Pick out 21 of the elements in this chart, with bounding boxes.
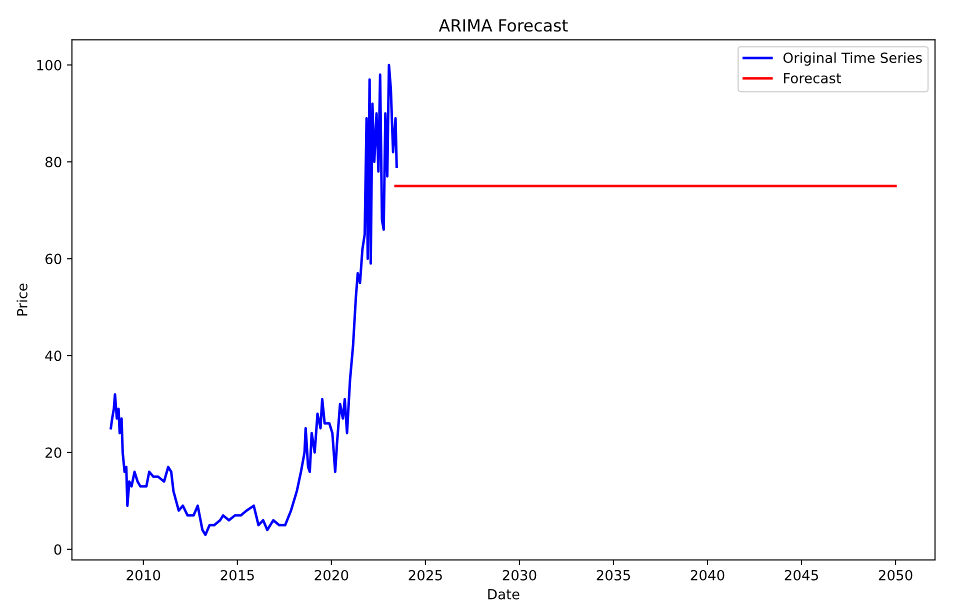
line-series xyxy=(110,64,398,536)
x-tick-label: 2050 xyxy=(878,570,912,580)
x-tick-label: 2045 xyxy=(784,570,818,580)
y-axis-title: Price xyxy=(16,284,28,316)
x-tick-label: 2040 xyxy=(690,570,724,580)
legend-label: Forecast xyxy=(784,73,842,84)
x-tick-label: 2025 xyxy=(408,570,442,580)
x-tick-label: 2010 xyxy=(126,570,160,580)
y-tick-label: 100 xyxy=(37,60,62,70)
x-tick-label: 2020 xyxy=(314,570,348,580)
x-tick-label: 2015 xyxy=(220,570,254,580)
y-tick-label: 20 xyxy=(46,447,62,458)
y-tick-label: 60 xyxy=(46,254,62,264)
y-tick-label: 40 xyxy=(45,350,62,362)
y-tick-label: 80 xyxy=(45,156,62,168)
y-tick-label: 0 xyxy=(54,544,62,555)
x-tick-label: 2030 xyxy=(502,570,536,580)
x-tick-label: 2035 xyxy=(596,570,630,580)
chart-title: ARIMA Forecast xyxy=(438,19,568,32)
legend-label: Original Time Series xyxy=(783,52,922,66)
x-axis-title: Date xyxy=(488,589,520,600)
